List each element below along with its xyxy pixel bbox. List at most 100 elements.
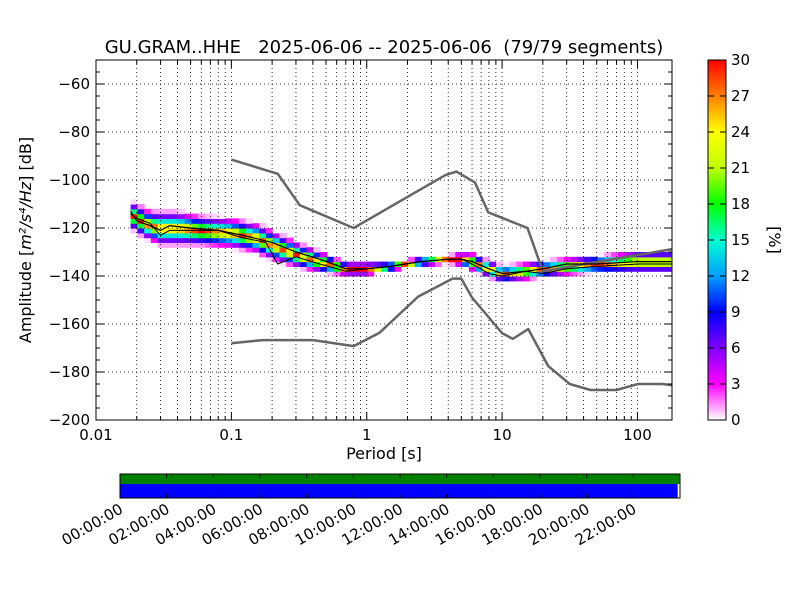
density-cell xyxy=(238,237,247,243)
density-cell xyxy=(523,276,531,282)
density-cell xyxy=(617,252,626,258)
density-cell xyxy=(164,237,172,243)
density-cell xyxy=(177,218,186,224)
density-cell xyxy=(265,242,274,248)
density-cell xyxy=(482,271,490,277)
density-cell xyxy=(137,232,145,239)
density-cell xyxy=(597,256,605,263)
density-cell xyxy=(651,266,660,272)
density-cell xyxy=(150,223,159,229)
density-cell xyxy=(218,213,226,219)
colorbar-tick-label: 0 xyxy=(731,411,741,429)
density-cell xyxy=(144,232,152,239)
density-cell xyxy=(374,271,382,277)
density-cell xyxy=(320,256,328,263)
density-cell xyxy=(245,218,253,224)
density-cell xyxy=(245,242,253,248)
density-cell xyxy=(387,266,396,272)
density-cell xyxy=(198,213,206,219)
density-cell xyxy=(496,276,504,282)
density-cell xyxy=(130,204,138,210)
density-cell xyxy=(245,228,253,234)
density-cell xyxy=(651,256,660,263)
density-cell xyxy=(299,261,308,267)
density-cell xyxy=(387,261,396,267)
density-cell xyxy=(462,256,470,263)
density-cell xyxy=(171,208,179,215)
density-cell xyxy=(496,271,504,277)
density-cell xyxy=(570,266,578,272)
density-cell xyxy=(353,261,362,267)
density-cell xyxy=(320,261,328,267)
density-cell xyxy=(468,266,477,272)
density-cell xyxy=(360,271,369,277)
density-cell xyxy=(644,252,653,258)
density-cell xyxy=(536,271,545,277)
density-cell xyxy=(590,266,599,272)
density-cell xyxy=(130,228,138,234)
density-cell xyxy=(191,237,199,243)
density-cell xyxy=(211,232,220,239)
density-cell xyxy=(144,218,152,224)
density-cell xyxy=(198,218,206,224)
density-cell xyxy=(225,232,233,239)
density-cell xyxy=(150,208,159,215)
density-cell xyxy=(218,237,226,243)
density-cell xyxy=(408,261,416,267)
density-cell xyxy=(489,266,497,272)
density-cell xyxy=(205,237,213,243)
density-cell xyxy=(577,271,585,277)
colorbar-tick-label: 3 xyxy=(731,375,741,393)
density-cell xyxy=(238,218,247,224)
density-cell xyxy=(320,266,328,272)
density-cell xyxy=(556,271,565,277)
density-cell xyxy=(245,247,253,253)
density-cell xyxy=(144,213,152,219)
density-cell xyxy=(171,242,179,248)
density-cell xyxy=(428,256,436,263)
density-cell xyxy=(245,223,253,229)
density-cell xyxy=(191,232,199,239)
y-axis-label-suffix: ] [dB] xyxy=(16,137,35,182)
density-cell xyxy=(468,252,477,258)
density-cell xyxy=(394,261,402,267)
density-cell xyxy=(631,256,639,263)
density-cell xyxy=(177,223,186,229)
density-cell xyxy=(502,271,511,277)
y-axis-label-units: m²/s⁴/Hz xyxy=(16,181,35,250)
density-cell xyxy=(570,271,578,277)
density-cell xyxy=(177,232,186,239)
density-cell xyxy=(326,266,335,272)
density-cell xyxy=(489,276,497,282)
density-cell xyxy=(509,266,517,272)
colorbar-label: [%] xyxy=(765,226,784,254)
density-cell xyxy=(238,247,247,253)
density-cell xyxy=(367,266,375,272)
density-cell xyxy=(137,218,145,224)
y-tick-label: −120 xyxy=(49,219,90,237)
density-cell xyxy=(529,276,538,282)
density-cell xyxy=(590,256,599,263)
density-cell xyxy=(177,237,186,243)
density-cell xyxy=(401,266,409,272)
density-cell xyxy=(502,266,511,272)
density-cell xyxy=(144,228,152,234)
density-cell xyxy=(211,223,220,229)
density-cell xyxy=(658,252,666,258)
density-cell xyxy=(252,228,260,234)
density-cell xyxy=(624,256,632,263)
density-cell xyxy=(279,232,287,239)
density-cell xyxy=(272,237,281,243)
density-cell xyxy=(306,266,314,272)
density-cell xyxy=(157,228,165,234)
density-cell xyxy=(475,266,484,272)
density-cell xyxy=(597,252,605,258)
density-cell xyxy=(164,208,172,215)
density-cell xyxy=(150,218,159,224)
density-cell xyxy=(265,252,274,258)
density-cell xyxy=(516,266,524,272)
density-cell xyxy=(617,266,626,272)
y-tick-label: −80 xyxy=(58,123,90,141)
density-cell xyxy=(644,256,653,263)
density-cell xyxy=(563,256,572,263)
